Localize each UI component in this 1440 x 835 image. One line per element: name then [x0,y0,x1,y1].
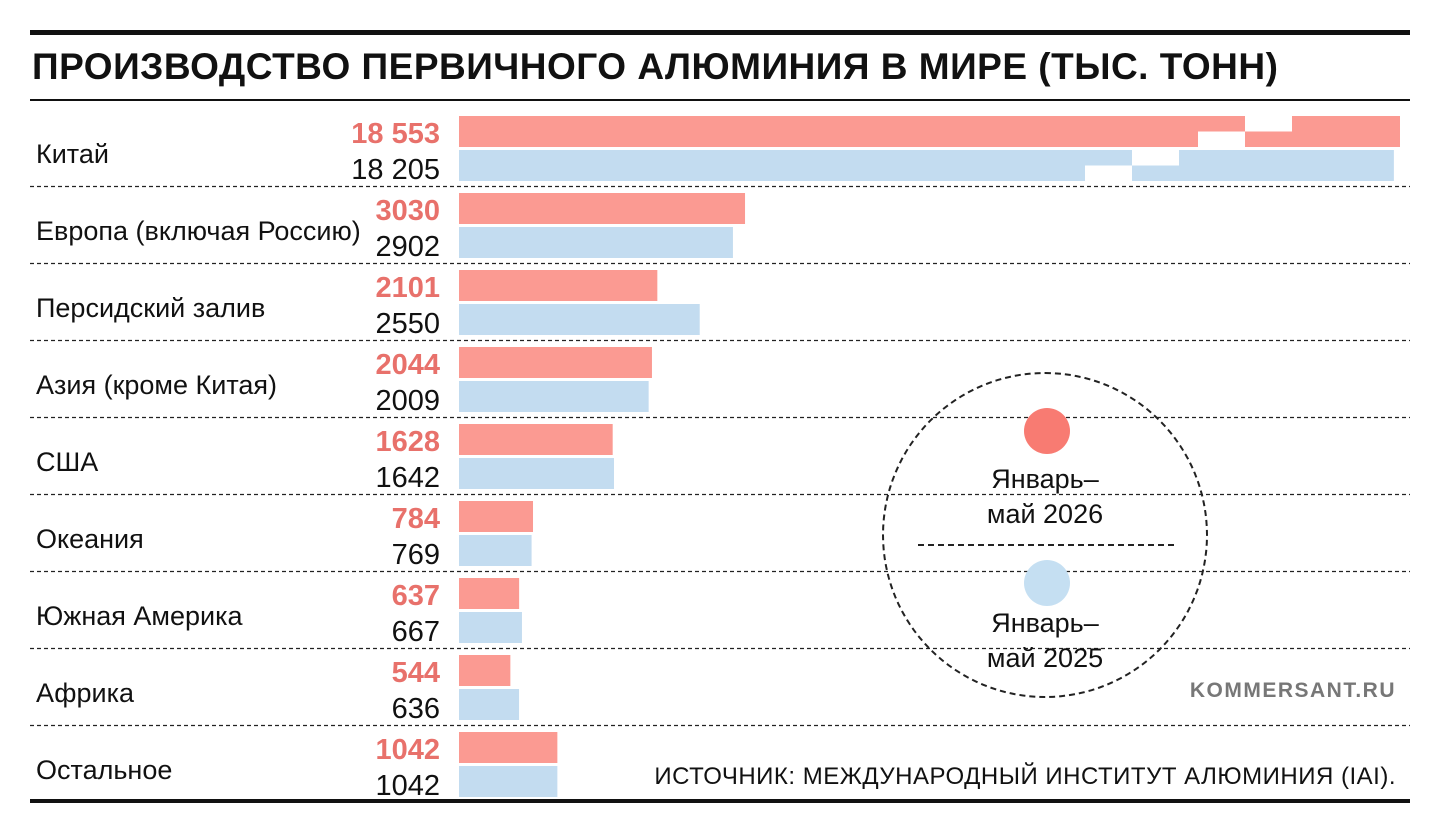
axis-break-notch [1132,149,1179,166]
source-note: ИСТОЧНИК: МЕЖДУНАРОДНЫЙ ИНСТИТУТ АЛЮМИНИ… [654,763,1396,790]
category-label: Африка [36,678,135,708]
value-label-2025: 2902 [375,231,440,263]
legend: Январь–май 2026 Январь–май 2025 [882,372,1208,698]
title-rule [30,99,1410,101]
axis-break-notch [1245,115,1292,132]
bar-2025 [459,535,532,566]
bar-2026 [459,655,511,686]
bar-2025 [459,689,520,720]
bar-2026 [459,193,746,224]
bar-2026 [459,347,652,378]
value-label-2026: 2101 [375,272,440,304]
bar-2026 [459,578,520,609]
value-label-2026: 3030 [375,195,440,227]
category-label: Азия (кроме Китая) [36,370,277,400]
category-label: Европа (включая Россию) [36,216,361,246]
bar-2026 [459,732,558,763]
bar-2026 [459,501,534,532]
value-label-2025: 2009 [375,385,440,417]
axis-break-notch [1085,165,1132,182]
value-label-2026: 1628 [375,426,440,458]
bar-2026 [459,270,658,301]
legend-divider [918,544,1174,546]
value-label-2026: 18 553 [351,118,440,150]
value-label-2025: 636 [392,693,440,725]
value-label-2026: 2044 [375,349,440,381]
category-label: США [36,447,98,477]
axis-break-notch [1198,131,1245,148]
bar-2025 [459,304,700,335]
bar-2025 [459,227,733,258]
bar-2025 [459,150,1394,181]
legend-label-2025: Январь–май 2025 [986,608,1104,673]
value-label-2025: 769 [392,539,440,571]
value-label-2026: 784 [392,503,440,535]
value-label-2026: 637 [392,580,440,612]
value-label-2025: 1042 [375,770,440,802]
bar-2025 [459,766,558,797]
bar-2025 [459,381,649,412]
category-label: Океания [36,524,144,554]
legend-dot-2026 [1024,408,1070,454]
category-label: Китай [36,139,109,169]
category-label: Персидский залив [36,293,265,323]
value-label-2025: 1642 [375,462,440,494]
bar-2026 [459,424,613,455]
top-rule [30,30,1410,35]
bar-2025 [459,612,522,643]
bottom-rule [30,799,1410,803]
value-label-2025: 667 [392,616,440,648]
chart-title: ПРОИЗВОДСТВО ПЕРВИЧНОГО АЛЮМИНИЯ В МИРЕ … [32,46,1279,87]
category-label: Остальное [36,755,172,785]
category-label: Южная Америка [36,601,243,631]
value-label-2026: 544 [392,657,440,689]
credit-text: KOMMERSANT.RU [1189,679,1396,702]
bar-2025 [459,458,615,489]
legend-dot-2025 [1024,560,1070,606]
value-label-2026: 1042 [375,734,440,766]
legend-label-2026: Январь–май 2026 [986,464,1104,529]
value-label-2025: 18 205 [351,154,440,186]
value-label-2025: 2550 [375,308,440,340]
